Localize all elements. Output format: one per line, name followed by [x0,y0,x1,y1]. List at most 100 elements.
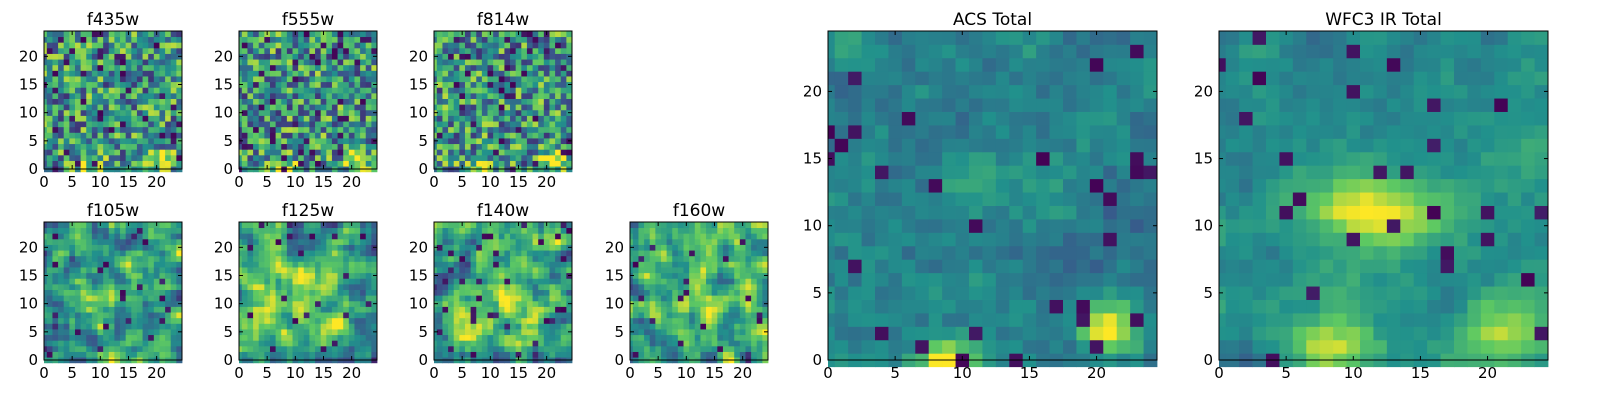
heatmap-cell [672,255,679,262]
heatmap-cell [493,64,500,71]
heatmap-cell [331,227,338,234]
heatmap-cell [560,64,567,71]
heatmap-cell [470,104,477,111]
heatmap-cell [453,255,460,262]
heatmap-cell [728,278,735,285]
heatmap-cell [239,42,243,49]
heatmap-cell [1049,259,1064,274]
heatmap-cell [337,53,344,60]
heatmap-cell [103,132,110,139]
heatmap-cell [165,317,172,324]
heatmap-cell [644,244,651,251]
heatmap-cell [722,300,729,307]
heatmap-cell [315,121,322,128]
heatmap-cell [298,295,305,302]
heatmap-cell [504,59,511,66]
heatmap-cell [292,334,299,341]
heatmap-cell [493,238,500,245]
heatmap-cell [44,160,48,167]
heatmap-cell [315,244,322,251]
heatmap-cell [632,334,639,341]
heatmap-cell [298,121,305,128]
heatmap-cell [86,300,93,307]
heatmap-cell [515,98,522,105]
heatmap-cell [63,81,70,88]
heatmap-cell [677,222,684,229]
heatmap-cell [1103,245,1118,260]
heatmap-cell [298,53,305,60]
heatmap-cell [515,109,522,116]
heatmap-cell [114,64,121,71]
heatmap-cell [521,64,528,71]
heatmap-cell [309,267,316,274]
y-tick-label: 15 [214,267,233,285]
heatmap-cell [52,227,59,234]
heatmap-cell [504,233,511,240]
heatmap-cell [44,227,48,234]
heatmap-cell [560,121,567,128]
heatmap-cell [176,295,183,302]
heatmap-cell [756,244,763,251]
heatmap-cell [269,143,277,150]
heatmap-cell [343,104,350,111]
heatmap-cell [566,334,573,341]
heatmap-cell [481,323,488,330]
heatmap-cell [241,272,248,279]
heatmap-cell [63,300,70,307]
heatmap-cell [153,345,160,352]
heatmap-cell [549,300,556,307]
heatmap-cell [58,132,65,139]
heatmap-cell [258,351,265,358]
heatmap-cell [108,278,115,285]
heatmap-cell [108,345,115,352]
heatmap-cell [756,351,763,358]
heatmap-cell [46,295,53,302]
heatmap-cell [722,238,729,245]
heatmap-cell [97,42,104,49]
heatmap-cell [286,312,293,319]
y-tick-label: 5 [28,323,38,341]
heatmap-cell [442,36,449,43]
heatmap-cell [125,329,132,336]
heatmap-cell [269,36,277,43]
heatmap-cell [848,299,862,314]
heatmap-cell [63,227,70,234]
heatmap-cell [239,283,243,290]
x-tick-label: 20 [537,364,556,382]
heatmap-cell [734,329,741,336]
heatmap-cell [159,329,166,336]
heatmap-cell [44,92,48,99]
heatmap-cell [125,59,132,66]
heatmap-cell [683,255,690,262]
heatmap-cell [1089,299,1104,314]
heatmap-cell [756,329,763,336]
heatmap-cell [315,104,322,111]
heatmap-cell [630,233,634,240]
heatmap-cell [711,312,718,319]
heatmap-cell [371,255,378,262]
heatmap-cell [498,227,505,234]
heatmap-cell [63,233,70,240]
heatmap-cell [125,115,132,122]
heatmap-cell [142,42,149,49]
heatmap-cell [148,109,155,116]
heatmap-cell [543,289,550,296]
heatmap-cell [526,138,533,145]
heatmap-cell [337,255,344,262]
heatmap-cell [734,334,741,341]
heatmap-cell [683,233,690,240]
heatmap-cell [875,232,889,247]
heatmap-cell [337,98,344,105]
heatmap-cell [108,104,115,111]
heatmap-cell [108,340,115,347]
heatmap-cell [1143,205,1158,220]
heatmap-cell [448,306,455,313]
heatmap-cell [63,109,70,116]
heatmap-cell [1130,165,1144,180]
heatmap-cell [532,143,539,150]
heatmap-cell [982,339,997,354]
heatmap-cell [148,278,155,285]
heatmap-cell [343,329,350,336]
heatmap-cell [269,306,277,313]
